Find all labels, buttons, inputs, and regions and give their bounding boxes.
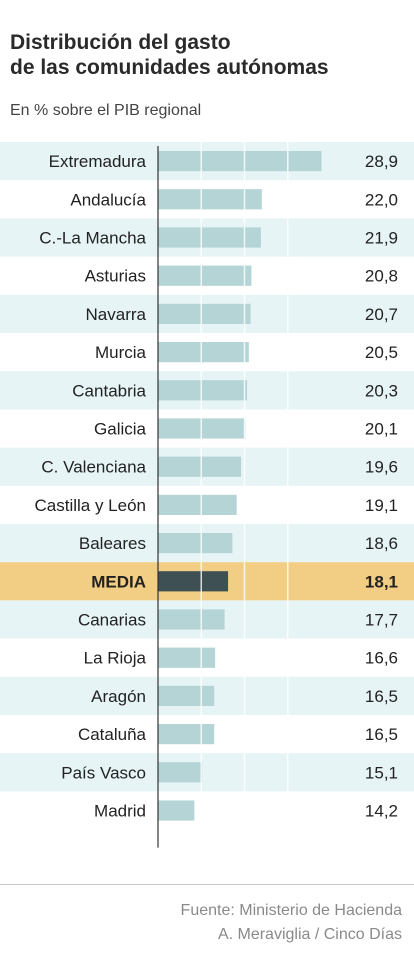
bar [158, 151, 322, 172]
bar [158, 456, 242, 477]
category-label: C. Valenciana [41, 458, 146, 477]
value-label: 16,5 [365, 687, 398, 706]
value-label: 20,7 [365, 305, 398, 324]
bar [158, 189, 262, 210]
chart-title: Distribución del gasto de las comunidade… [10, 30, 406, 80]
category-label: Galicia [94, 420, 147, 439]
category-label: MEDIA [91, 572, 146, 591]
chart-title-line-2: de las comunidades autónomas [10, 56, 329, 79]
bar [158, 800, 195, 821]
category-label: Castilla y León [34, 496, 146, 515]
value-label: 15,1 [365, 763, 398, 782]
category-label: Asturias [85, 267, 146, 286]
bar [158, 724, 215, 745]
category-label: Madrid [94, 802, 146, 821]
footer-divider [0, 884, 414, 885]
bar [158, 265, 252, 286]
bar [158, 494, 237, 515]
value-label: 16,6 [365, 649, 398, 668]
value-label: 22,0 [365, 190, 398, 209]
category-label: Cantabria [72, 381, 146, 400]
value-label: 18,1 [365, 572, 398, 591]
bar [158, 227, 261, 248]
category-label: Navarra [86, 305, 147, 324]
bar [158, 571, 229, 592]
bar-chart: Extremadura 28,9 Andalucía 22,0 C.-La Mancha… [0, 142, 414, 848]
category-label: Extremadura [49, 152, 147, 171]
bar [158, 762, 203, 783]
value-label: 28,9 [365, 152, 398, 171]
value-label: 20,8 [365, 267, 398, 286]
row-band [0, 753, 414, 792]
bar [158, 303, 251, 324]
category-label: País Vasco [61, 763, 146, 782]
bar [158, 533, 233, 554]
chart-subtitle: En % sobre el PIB regional [10, 102, 202, 119]
value-label: 21,9 [365, 229, 398, 248]
value-label: 16,5 [365, 725, 398, 744]
bar [158, 609, 225, 630]
value-label: 20,1 [365, 420, 398, 439]
bar [158, 380, 248, 401]
category-label: Aragón [91, 687, 146, 706]
value-label: 20,3 [365, 381, 398, 400]
value-label: 19,6 [365, 458, 398, 477]
category-label: Cataluña [78, 725, 147, 744]
chart-title-line-1: Distribución del gasto [10, 31, 231, 54]
source-text: Fuente: Ministerio de Hacienda [180, 902, 402, 919]
value-label: 17,7 [365, 611, 398, 630]
value-label: 20,5 [365, 343, 398, 362]
category-label: Canarias [78, 611, 146, 630]
category-label: Baleares [79, 534, 146, 553]
value-label: 18,6 [365, 534, 398, 553]
category-label: C.-La Mancha [39, 229, 146, 248]
credit-text: A. Meraviglia / Cinco Días [217, 926, 402, 943]
bar [158, 685, 215, 706]
category-label: La Rioja [84, 649, 147, 668]
value-label: 14,2 [365, 802, 398, 821]
category-label: Andalucía [70, 190, 146, 209]
bar [158, 342, 249, 363]
source-note: Fuente: Ministerio de Hacienda A. Meravi… [12, 899, 402, 947]
category-label: Murcia [95, 343, 147, 362]
bar [158, 647, 216, 668]
value-label: 19,1 [365, 496, 398, 515]
